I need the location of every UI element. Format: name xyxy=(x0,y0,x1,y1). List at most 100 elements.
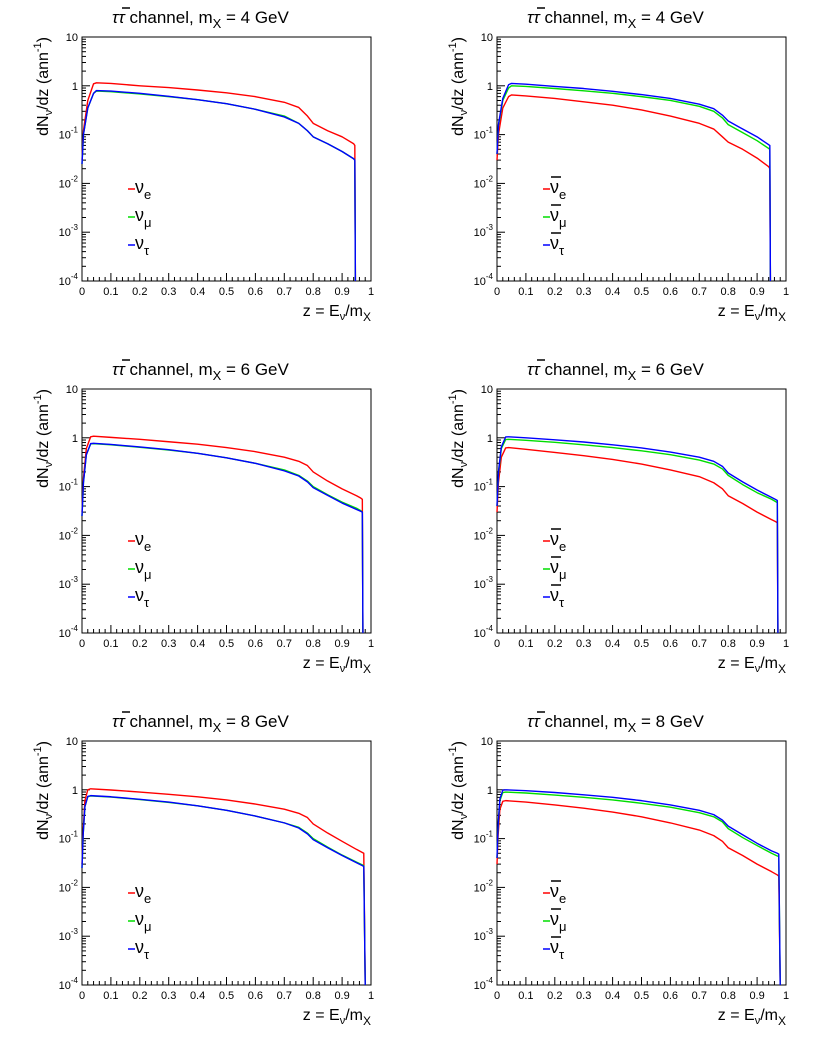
x-tick-label: 0.5 xyxy=(634,990,649,1002)
x-tick-label: 1 xyxy=(368,638,374,650)
x-tick-label: 0.5 xyxy=(219,638,234,650)
series-line-nu-tau xyxy=(496,82,772,282)
legend-entry: ντ xyxy=(550,585,565,610)
series-line-nu-e xyxy=(496,446,779,634)
x-tick-label: 0.2 xyxy=(132,990,147,1002)
x-tick-label: 0.4 xyxy=(605,286,620,298)
legend-entry: ντ xyxy=(550,937,565,962)
x-tick-label: 0.8 xyxy=(306,990,321,1002)
y-tick-label: 10-2​ xyxy=(474,526,494,542)
x-tick-label: 0.2 xyxy=(132,286,147,298)
y-tick-label: 10 xyxy=(481,32,493,44)
x-tick-label: 0.4 xyxy=(190,286,205,298)
series-line-nu-mu xyxy=(81,90,357,282)
y-axis-label: dNν/dz (ann-1) xyxy=(447,389,470,488)
x-tick-label: 0 xyxy=(79,286,85,298)
x-tick-label: 1 xyxy=(783,990,789,1002)
x-axis-label: z = Eν/mX xyxy=(718,303,786,324)
x-tick-label: 0.9 xyxy=(749,286,764,298)
y-tick-label: 10-2​ xyxy=(59,526,79,542)
x-tick-label: 0.8 xyxy=(721,638,736,650)
x-axis-label: z = Eν/mX xyxy=(718,1007,786,1028)
series-line-nu-mu xyxy=(496,85,772,282)
chart-title: ττ channel, mX = 6 GeV xyxy=(112,360,290,383)
x-tick-label: 0.2 xyxy=(547,990,562,1002)
x-tick-label: 0.3 xyxy=(576,286,591,298)
plot-frame xyxy=(496,388,787,634)
y-axis-label: dNν/dz (ann-1) xyxy=(32,741,55,840)
x-tick-label: 0.3 xyxy=(161,286,176,298)
series-line-nu-mu xyxy=(496,791,781,986)
y-tick-label: 10-1​ xyxy=(474,830,494,846)
chart-title: ττ channel, mX = 4 GeV xyxy=(527,8,705,31)
y-tick-label: 10 xyxy=(481,736,493,748)
y-tick-label: 1 xyxy=(72,433,78,445)
y-tick-label: 10-3​ xyxy=(474,575,494,591)
legend-entry: νμ xyxy=(135,557,152,582)
y-axis-label: dNν/dz (ann-1) xyxy=(32,37,55,136)
x-tick-label: 0.1 xyxy=(103,286,118,298)
y-tick-label: 10 xyxy=(481,384,493,396)
y-tick-label: 10-1​ xyxy=(474,478,494,494)
chart-panel-2: ττ channel, mX = 4 GeV 0 0.1 0.2 0.3 0.4 0.5 0.… xyxy=(447,7,789,324)
x-tick-label: 0.2 xyxy=(547,638,562,650)
x-tick-label: 0.3 xyxy=(576,990,591,1002)
chart-panel-1: ττ channel, mX = 4 GeV 0 0.1 0.2 0.3 0.4 0.5 0.… xyxy=(32,7,374,324)
y-tick-label: 10-3​ xyxy=(474,223,494,239)
y-tick-label: 10-2​ xyxy=(59,174,79,190)
x-tick-label: 0.8 xyxy=(721,286,736,298)
series-line-nu-tau xyxy=(81,89,357,282)
x-tick-label: 0.6 xyxy=(663,638,678,650)
x-tick-label: 0.7 xyxy=(277,638,292,650)
y-tick-label: 10-2​ xyxy=(59,878,79,894)
x-tick-label: 0.2 xyxy=(132,638,147,650)
x-tick-label: 0.9 xyxy=(749,990,764,1002)
legend-entry: νe xyxy=(550,529,566,554)
x-tick-label: 0.1 xyxy=(518,990,533,1002)
plot-frame xyxy=(81,36,372,282)
series-line-nu-mu xyxy=(496,438,779,634)
x-tick-label: 0 xyxy=(494,286,500,298)
y-tick-label: 10-1​ xyxy=(59,126,79,142)
x-tick-label: 0.5 xyxy=(219,286,234,298)
x-tick-label: 0.6 xyxy=(248,638,263,650)
y-tick-label: 10-4​ xyxy=(474,624,494,640)
x-tick-label: 0.7 xyxy=(692,286,707,298)
y-tick-label: 1 xyxy=(72,785,78,797)
y-axis-label: dNν/dz (ann-1) xyxy=(447,741,470,840)
x-tick-label: 0.1 xyxy=(518,286,533,298)
y-tick-label: 10-1​ xyxy=(59,830,79,846)
y-tick-label: 10-3​ xyxy=(59,223,79,239)
legend-entry: ντ xyxy=(135,585,150,610)
y-tick-label: 10-2​ xyxy=(474,174,494,190)
x-tick-label: 1 xyxy=(783,286,789,298)
legend-entry: ντ xyxy=(135,937,150,962)
x-tick-label: 0.7 xyxy=(277,990,292,1002)
y-axis-label: dNν/dz (ann-1) xyxy=(447,37,470,136)
x-tick-label: 0.4 xyxy=(605,638,620,650)
x-tick-label: 0.9 xyxy=(334,286,349,298)
legend-entry: ντ xyxy=(550,233,565,258)
legend-entry: νμ xyxy=(550,205,567,230)
x-axis-label: z = Eν/mX xyxy=(303,1007,371,1028)
x-tick-label: 0.7 xyxy=(692,638,707,650)
legend-entry: νμ xyxy=(550,909,567,934)
y-tick-label: 10-4​ xyxy=(59,624,79,640)
x-tick-label: 0.8 xyxy=(306,638,321,650)
x-tick-label: 0 xyxy=(79,990,85,1002)
x-tick-label: 0.1 xyxy=(103,990,118,1002)
x-tick-label: 0.4 xyxy=(605,990,620,1002)
y-tick-label: 1 xyxy=(487,785,493,797)
plot-frame xyxy=(81,388,372,634)
x-tick-label: 0.1 xyxy=(103,638,118,650)
series-line-nu-e xyxy=(81,435,364,634)
x-tick-label: 0.9 xyxy=(334,990,349,1002)
x-tick-label: 0.4 xyxy=(190,638,205,650)
x-tick-label: 0 xyxy=(79,638,85,650)
y-tick-label: 10-4​ xyxy=(59,976,79,992)
x-tick-label: 0.3 xyxy=(576,638,591,650)
plot-frame xyxy=(496,740,787,986)
y-tick-label: 10-4​ xyxy=(474,976,494,992)
x-tick-label: 0.6 xyxy=(248,990,263,1002)
chart-panel-4: ττ channel, mX = 6 GeV 0 0.1 0.2 0.3 0.4 0.5 0.… xyxy=(447,359,789,676)
